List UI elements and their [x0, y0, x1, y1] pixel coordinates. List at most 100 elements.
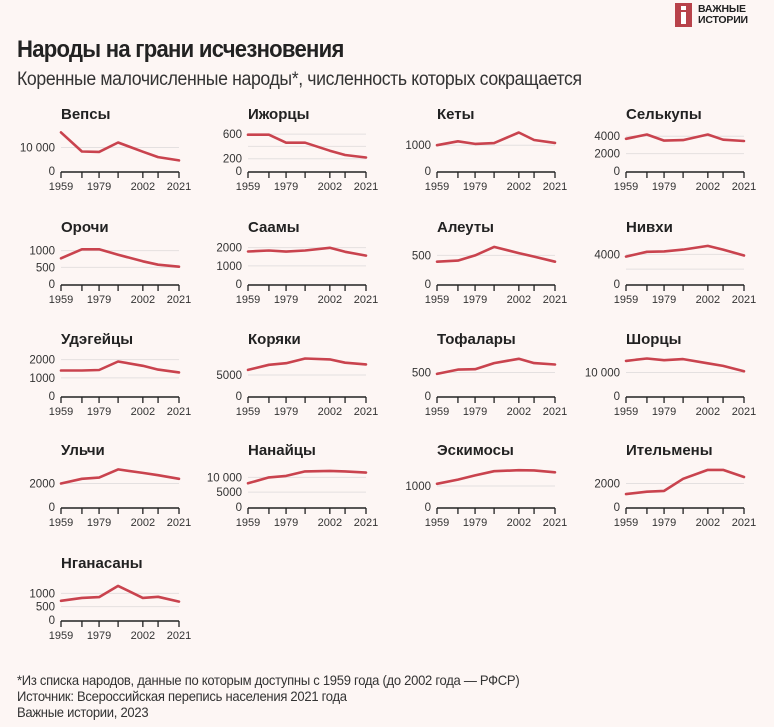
x-tick-label: 2002: [696, 181, 720, 193]
chart-panel-12: Ульчи 0 2000 1959 1979 2002 2021: [29, 442, 191, 529]
y-tick-label: 500: [412, 367, 431, 379]
panel-title: Нивхи: [626, 219, 673, 236]
x-tick-label: 2021: [732, 517, 756, 529]
y-tick-label: 0: [49, 615, 55, 627]
x-tick-label: 1959: [49, 294, 73, 306]
series-line: [624, 244, 746, 258]
x-tick-label: 2002: [318, 517, 342, 529]
y-tick-label: 4000: [594, 131, 620, 143]
y-tick-label: 1000: [216, 261, 242, 273]
series-line: [246, 133, 368, 159]
x-tick-label: 1979: [463, 517, 487, 529]
x-tick-label: 1959: [236, 294, 260, 306]
y-tick-label: 0: [614, 391, 620, 403]
y-tick-label: 1000: [29, 373, 55, 385]
x-tick-label: 1979: [274, 181, 298, 193]
x-tick-label: 2021: [354, 406, 378, 418]
y-tick-label: 0: [236, 279, 242, 291]
x-tick-label: 2021: [543, 517, 567, 529]
y-tick-label: 1000: [29, 588, 55, 600]
y-tick-label: 10 000: [207, 472, 242, 484]
logo: ВАЖНЫЕ ИСТОРИИ: [675, 3, 748, 27]
series-line: [246, 246, 368, 257]
chart-panel-8: Удэгейцы 0 1000 2000 1959 1979 2002 2021: [29, 331, 191, 418]
x-tick-label: 1979: [652, 517, 676, 529]
series-line: [59, 584, 181, 603]
x-tick-label: 1959: [614, 406, 638, 418]
x-tick-label: 2002: [696, 517, 720, 529]
y-tick-label: 0: [49, 166, 55, 178]
panel-title: Тофалары: [437, 331, 516, 348]
panel-title: Алеуты: [437, 219, 494, 236]
y-tick-label: 2000: [594, 478, 620, 490]
series-line: [59, 131, 181, 162]
series-line: [246, 357, 368, 372]
x-tick-label: 2021: [732, 406, 756, 418]
x-tick-label: 2021: [543, 294, 567, 306]
x-tick-label: 1979: [463, 406, 487, 418]
y-tick-label: 0: [425, 279, 431, 291]
chart-panel-14: Эскимосы 0 1000 1959 1979 2002 2021: [405, 442, 567, 529]
logo-line-2: ИСТОРИИ: [698, 14, 748, 26]
chart-panel-13: Нанайцы 0 5000 10 000 1959 1979 2002 2021: [207, 442, 378, 529]
x-tick-label: 2021: [167, 181, 191, 193]
x-tick-label: 2002: [131, 406, 155, 418]
x-tick-label: 1979: [652, 406, 676, 418]
x-tick-label: 1979: [87, 517, 111, 529]
x-tick-label: 2002: [696, 406, 720, 418]
panel-title: Нанайцы: [248, 442, 316, 459]
x-tick-label: 2002: [507, 406, 531, 418]
x-tick-label: 1979: [87, 294, 111, 306]
y-tick-label: 5000: [216, 370, 242, 382]
x-tick-label: 1959: [236, 517, 260, 529]
x-tick-label: 1959: [236, 181, 260, 193]
y-tick-label: 1000: [405, 481, 431, 493]
y-tick-label: 0: [236, 391, 242, 403]
x-tick-label: 2021: [167, 406, 191, 418]
x-tick-label: 1959: [49, 406, 73, 418]
y-tick-label: 0: [236, 166, 242, 178]
panel-title: Ижорцы: [248, 106, 309, 123]
x-tick-label: 2021: [354, 517, 378, 529]
panel-title: Эскимосы: [437, 442, 514, 459]
y-tick-label: 0: [425, 391, 431, 403]
x-tick-label: 2002: [131, 517, 155, 529]
credit: Важные истории, 2023: [17, 704, 149, 720]
footer: *Из списка народов, данные по которым до…: [17, 672, 520, 720]
x-tick-label: 2002: [131, 181, 155, 193]
series-line: [435, 357, 557, 376]
series-line: [435, 468, 557, 486]
y-tick-label: 10 000: [585, 367, 620, 379]
x-tick-label: 1979: [274, 406, 298, 418]
x-tick-label: 1959: [49, 630, 73, 642]
logo-line-1: ВАЖНЫЕ: [698, 3, 746, 15]
x-tick-label: 2002: [318, 181, 342, 193]
series-line: [59, 248, 181, 269]
chart-panel-9: Коряки 0 5000 1959 1979 2002 2021: [216, 331, 378, 418]
chart-panel-5: Саамы 0 1000 2000 1959 1979 2002 2021: [216, 219, 378, 306]
x-tick-label: 2021: [543, 181, 567, 193]
x-tick-label: 2002: [507, 517, 531, 529]
series-line: [624, 357, 746, 373]
x-tick-label: 1959: [614, 294, 638, 306]
chart-panel-11: Шорцы 0 10 000 1959 1979 2002 2021: [585, 331, 756, 418]
panel-title: Удэгейцы: [61, 331, 133, 348]
panel-title: Орочи: [61, 219, 109, 236]
x-tick-label: 1959: [614, 181, 638, 193]
x-tick-label: 2002: [318, 294, 342, 306]
y-tick-label: 5000: [216, 487, 242, 499]
series-line: [624, 133, 746, 143]
y-tick-label: 1000: [405, 140, 431, 152]
x-tick-label: 1979: [652, 181, 676, 193]
x-tick-label: 1959: [614, 517, 638, 529]
x-tick-label: 2021: [732, 294, 756, 306]
y-tick-label: 500: [36, 262, 55, 274]
series-line: [246, 469, 368, 485]
chart-panel-10: Тофалары 0 500 1959 1979 2002 2021: [412, 331, 567, 418]
panel-title: Селькупы: [626, 106, 702, 123]
y-tick-label: 0: [614, 279, 620, 291]
series-line: [59, 468, 181, 485]
x-tick-label: 1979: [87, 181, 111, 193]
